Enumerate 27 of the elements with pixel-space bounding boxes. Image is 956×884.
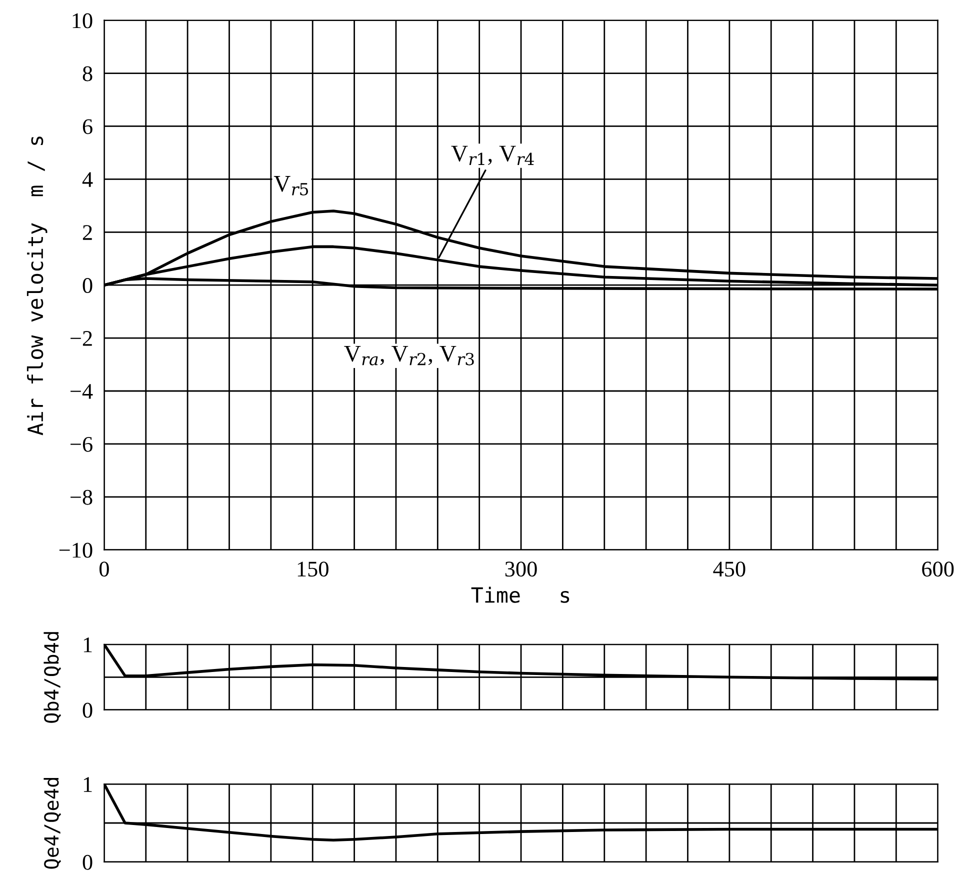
- series-label: V$_{r5}$: [274, 176, 308, 196]
- x-tick-label: 600: [922, 562, 954, 577]
- y-axis-title: Qe4/Qe4d: [44, 778, 62, 869]
- x-tick-label: 150: [298, 562, 328, 577]
- y-tick-label: 0: [82, 702, 92, 718]
- y-tick-label: 8: [82, 66, 92, 82]
- y-axis-title: Air flow velocity m / s: [26, 136, 48, 436]
- text: V$_{r1}$, V$_{r4}$: [451, 146, 534, 166]
- y-tick-label: 2: [82, 225, 92, 240]
- text: V$_{ra}$, V$_{r2}$, V$_{r3}$: [344, 346, 474, 366]
- x-tick-label: 300: [505, 562, 537, 577]
- y-tick-label: 1: [84, 637, 92, 652]
- y-tick-label: 6: [82, 119, 92, 134]
- y-axis-title: Qb4/Qb4d: [44, 632, 62, 723]
- y-tick-label: 0: [82, 278, 92, 294]
- y-tick-label: 0: [82, 854, 92, 870]
- y-tick-label: −4: [70, 384, 93, 399]
- y-tick-label: 4: [82, 172, 93, 187]
- y-tick-label: −10: [59, 542, 92, 558]
- y-tick-label: −2: [70, 331, 92, 346]
- x-axis-title: Time s: [471, 586, 570, 603]
- x-tick-label: 0: [99, 562, 109, 577]
- y-tick-label: −8: [70, 490, 92, 505]
- y-tick-label: −6: [70, 436, 92, 452]
- y-tick-label: 10: [72, 13, 92, 28]
- x-tick-label: 450: [713, 562, 746, 577]
- y-tick-label: 1: [84, 777, 92, 792]
